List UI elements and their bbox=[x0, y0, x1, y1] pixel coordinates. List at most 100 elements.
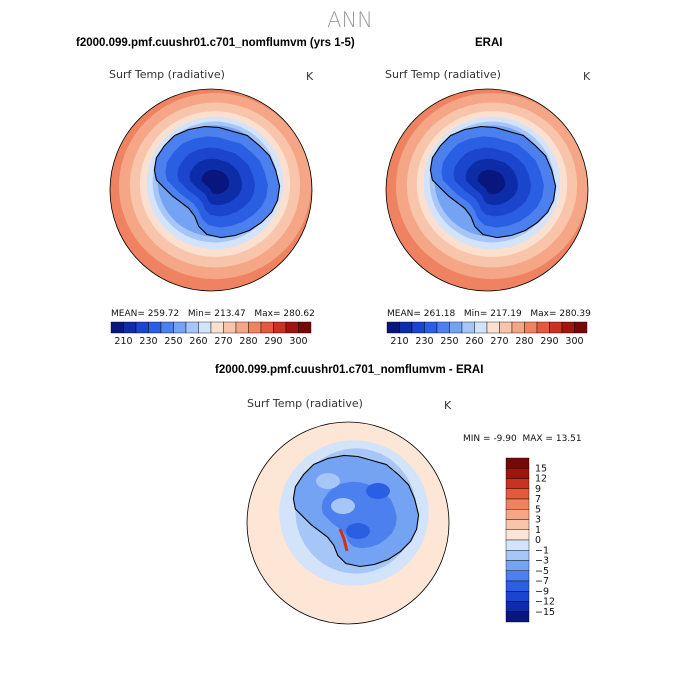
panel-2-colorbar: 210 230 250 260 270 280 290 300 bbox=[386, 321, 588, 347]
colorbar-tick-label: 9 bbox=[535, 484, 541, 495]
colorbar-segment bbox=[549, 321, 563, 334]
colorbar-segment bbox=[505, 509, 530, 520]
colorbar-tick-label: 270 bbox=[214, 336, 232, 347]
colorbar-tick-label: 3 bbox=[535, 515, 541, 526]
ice-sheet-level bbox=[201, 169, 230, 195]
colorbar-tick-label: 0 bbox=[535, 535, 541, 546]
colorbar-segment bbox=[505, 611, 530, 623]
panel-3-min-label: MIN = bbox=[463, 434, 491, 444]
ice-sheet-level bbox=[477, 169, 506, 195]
panel-1-colorbar: 210 230 250 260 270 280 290 300 bbox=[110, 321, 312, 347]
colorbar-segment bbox=[235, 321, 249, 334]
panel-1-min-label: Min= bbox=[187, 309, 212, 319]
panel-1-max-value: 280.62 bbox=[283, 309, 315, 319]
colorbar-segment bbox=[260, 321, 274, 334]
colorbar-tick-label: 280 bbox=[515, 336, 533, 347]
map-border bbox=[385, 88, 589, 292]
colorbar-tick-label: 210 bbox=[390, 336, 408, 347]
colorbar-segment bbox=[273, 321, 287, 334]
colorbar-segment bbox=[449, 321, 463, 334]
colorbar-segment bbox=[411, 321, 425, 334]
map-border bbox=[246, 421, 450, 625]
colorbar-segment bbox=[386, 321, 400, 334]
colorbar-segment bbox=[399, 321, 413, 334]
colorbar-segment bbox=[505, 601, 530, 612]
panel-2-mean-label: MEAN= bbox=[387, 309, 421, 319]
colorbar-tick-label: 260 bbox=[189, 336, 207, 347]
colorbar-segment bbox=[148, 321, 162, 334]
coastline bbox=[292, 454, 420, 568]
coastline bbox=[153, 125, 281, 239]
colorbar-segment bbox=[486, 321, 500, 334]
colorbar-segment bbox=[185, 321, 199, 334]
colorbar-tick-label: 300 bbox=[289, 336, 307, 347]
diff-patch bbox=[331, 498, 355, 514]
panel-2-mean-value: 261.18 bbox=[423, 309, 456, 319]
colorbar-tick-label: −9 bbox=[535, 586, 549, 597]
colorbar-segment bbox=[536, 321, 550, 334]
colorbar-tick-label: 5 bbox=[535, 504, 541, 515]
colorbar-tick-label: 250 bbox=[440, 336, 458, 347]
panel-1-variable-label: Surf Temp (radiative) bbox=[109, 68, 225, 81]
panel-1-stats: MEAN= 259.72 Min= 213.47 Max= 280.62 bbox=[111, 309, 315, 319]
panel-2-max-value: 280.39 bbox=[559, 309, 591, 319]
panel-2-max-label: Max= bbox=[530, 309, 557, 319]
colorbar-segment bbox=[436, 321, 450, 334]
colorbar-tick-label: 230 bbox=[139, 336, 157, 347]
page-title: ANN bbox=[327, 8, 373, 32]
colorbar-segment bbox=[505, 519, 530, 530]
panel-3-variable-label: Surf Temp (radiative) bbox=[247, 397, 363, 410]
colorbar-tick-label: 210 bbox=[114, 336, 132, 347]
panel-1-units-label: K bbox=[306, 70, 314, 83]
colorbar-segment bbox=[135, 321, 149, 334]
colorbar-segment bbox=[123, 321, 137, 334]
colorbar-segment bbox=[505, 570, 530, 582]
colorbar-segment bbox=[574, 321, 588, 334]
diff-patch bbox=[346, 523, 370, 539]
colorbar-tick-label: −3 bbox=[535, 556, 549, 567]
colorbar-segment bbox=[110, 321, 124, 334]
colorbar-segment bbox=[298, 321, 312, 334]
colorbar-tick-label: 270 bbox=[490, 336, 508, 347]
diff-patch bbox=[316, 473, 340, 489]
colorbar-tick-label: 260 bbox=[465, 336, 483, 347]
colorbar-segment bbox=[223, 321, 237, 334]
panel-1-mean-value: 259.72 bbox=[147, 309, 180, 319]
colorbar-tick-label: 1 bbox=[535, 525, 541, 536]
colorbar-segment bbox=[173, 321, 187, 334]
panel-2-title: ERAI bbox=[475, 37, 503, 49]
panel-3-stats: MIN = -9.90 MAX = 13.51 bbox=[463, 434, 582, 444]
panel-2-variable-label: Surf Temp (radiative) bbox=[385, 68, 501, 81]
colorbar-tick-label: 12 bbox=[535, 474, 547, 485]
colorbar-segment bbox=[160, 321, 174, 334]
colorbar-tick-label: −5 bbox=[535, 566, 549, 577]
panel-1-map bbox=[109, 88, 313, 292]
colorbar-tick-label: 300 bbox=[565, 336, 583, 347]
colorbar-segment bbox=[285, 321, 299, 334]
colorbar-segment bbox=[198, 321, 212, 334]
colorbar-tick-label: −7 bbox=[535, 576, 549, 587]
panel-2-map bbox=[385, 88, 589, 292]
colorbar-segment bbox=[505, 560, 530, 571]
warm-anomaly-streak bbox=[338, 528, 349, 552]
colorbar-tick-label: −1 bbox=[535, 545, 549, 556]
colorbar-tick-label: 250 bbox=[164, 336, 182, 347]
colorbar-segment bbox=[210, 321, 224, 334]
colorbar-segment bbox=[505, 478, 530, 489]
panel-3-units-label: K bbox=[444, 399, 452, 412]
colorbar-segment bbox=[499, 321, 513, 334]
panel-2-min-value: 217.19 bbox=[490, 309, 522, 319]
colorbar-segment bbox=[505, 457, 530, 469]
coastline bbox=[429, 125, 557, 239]
colorbar-segment bbox=[505, 498, 530, 510]
colorbar-tick-label: 290 bbox=[264, 336, 282, 347]
colorbar-segment bbox=[511, 321, 525, 334]
colorbar-segment bbox=[524, 321, 538, 334]
map-border bbox=[109, 88, 313, 292]
colorbar-segment bbox=[461, 321, 475, 334]
panel-3-max-label: MAX = bbox=[522, 434, 553, 444]
panel-1-max-label: Max= bbox=[254, 309, 281, 319]
colorbar-tick-label: 280 bbox=[239, 336, 257, 347]
colorbar-tick-label: −12 bbox=[535, 597, 555, 608]
